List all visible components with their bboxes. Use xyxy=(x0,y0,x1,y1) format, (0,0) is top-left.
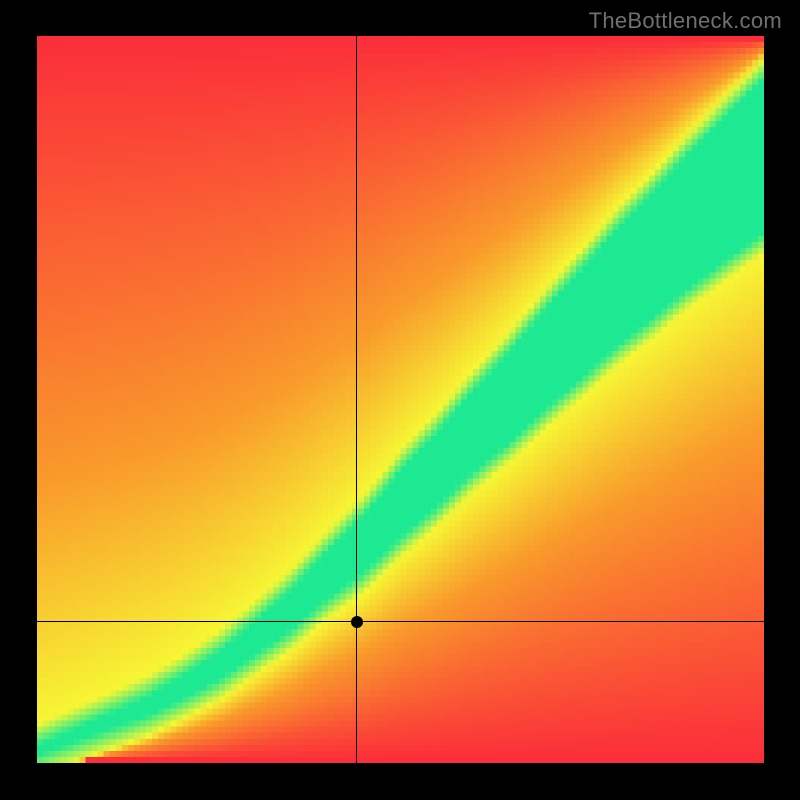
crosshair-horizontal xyxy=(37,621,764,622)
heatmap-canvas xyxy=(37,36,764,763)
watermark-text: TheBottleneck.com xyxy=(589,8,782,34)
chart-container: TheBottleneck.com xyxy=(0,0,800,800)
marker-dot xyxy=(351,616,363,628)
crosshair-vertical xyxy=(356,36,357,763)
